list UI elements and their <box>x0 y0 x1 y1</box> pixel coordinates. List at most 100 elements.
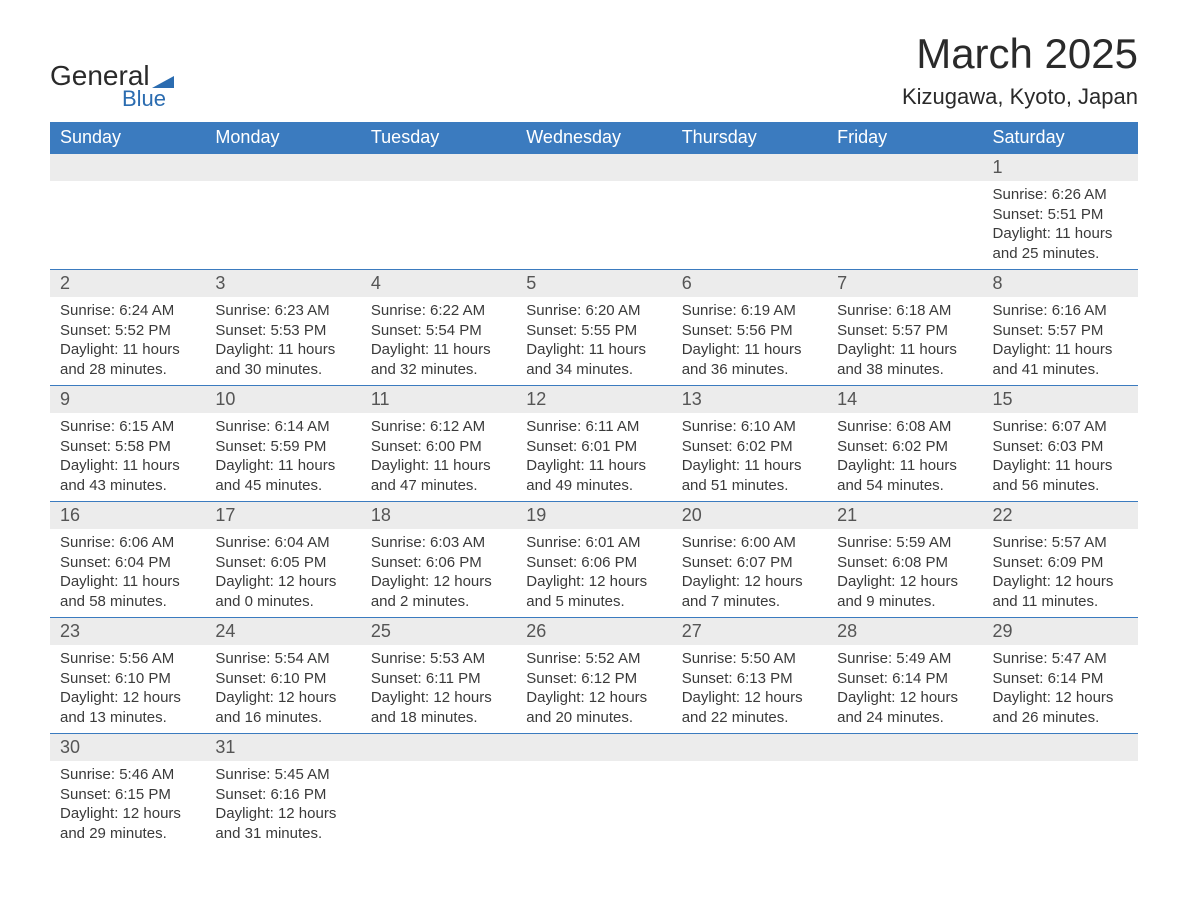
day-number: 8 <box>983 270 1138 297</box>
sunset-line: Sunset: 6:01 PM <box>526 437 661 457</box>
day-number: 4 <box>361 270 516 297</box>
day-content <box>516 181 671 251</box>
day-number: 2 <box>50 270 205 297</box>
sunset-line: Sunset: 5:57 PM <box>993 321 1128 341</box>
sunrise-line: Sunrise: 5:57 AM <box>993 533 1128 553</box>
weekday-header: Wednesday <box>516 122 671 154</box>
calendar-day-cell: 9Sunrise: 6:15 AMSunset: 5:58 PMDaylight… <box>50 386 205 502</box>
day-number: 19 <box>516 502 671 529</box>
calendar-week-row: 9Sunrise: 6:15 AMSunset: 5:58 PMDaylight… <box>50 386 1138 502</box>
sunset-line: Sunset: 6:02 PM <box>682 437 817 457</box>
day-number <box>361 734 516 761</box>
sunset-line: Sunset: 6:09 PM <box>993 553 1128 573</box>
day-content: Sunrise: 5:54 AMSunset: 6:10 PMDaylight:… <box>205 645 360 733</box>
day-number: 29 <box>983 618 1138 645</box>
day-content: Sunrise: 6:10 AMSunset: 6:02 PMDaylight:… <box>672 413 827 501</box>
sunset-line: Sunset: 5:56 PM <box>682 321 817 341</box>
day-content: Sunrise: 5:59 AMSunset: 6:08 PMDaylight:… <box>827 529 982 617</box>
sunrise-line: Sunrise: 5:52 AM <box>526 649 661 669</box>
sunset-line: Sunset: 6:05 PM <box>215 553 350 573</box>
daylight-line: Daylight: 11 hours and 43 minutes. <box>60 456 195 495</box>
daylight-line: Daylight: 11 hours and 49 minutes. <box>526 456 661 495</box>
sunset-line: Sunset: 6:02 PM <box>837 437 972 457</box>
sunset-line: Sunset: 6:11 PM <box>371 669 506 689</box>
day-content <box>50 181 205 251</box>
day-content: Sunrise: 5:56 AMSunset: 6:10 PMDaylight:… <box>50 645 205 733</box>
day-content: Sunrise: 6:20 AMSunset: 5:55 PMDaylight:… <box>516 297 671 385</box>
sunrise-line: Sunrise: 6:20 AM <box>526 301 661 321</box>
sunset-line: Sunset: 6:16 PM <box>215 785 350 805</box>
daylight-line: Daylight: 12 hours and 7 minutes. <box>682 572 817 611</box>
daylight-line: Daylight: 12 hours and 24 minutes. <box>837 688 972 727</box>
day-number: 14 <box>827 386 982 413</box>
sunrise-line: Sunrise: 5:53 AM <box>371 649 506 669</box>
daylight-line: Daylight: 11 hours and 41 minutes. <box>993 340 1128 379</box>
daylight-line: Daylight: 11 hours and 28 minutes. <box>60 340 195 379</box>
daylight-line: Daylight: 11 hours and 25 minutes. <box>993 224 1128 263</box>
day-number <box>516 154 671 181</box>
day-number: 5 <box>516 270 671 297</box>
calendar-week-row: 30Sunrise: 5:46 AMSunset: 6:15 PMDayligh… <box>50 734 1138 850</box>
sunset-line: Sunset: 5:53 PM <box>215 321 350 341</box>
sunrise-line: Sunrise: 5:59 AM <box>837 533 972 553</box>
day-content: Sunrise: 5:49 AMSunset: 6:14 PMDaylight:… <box>827 645 982 733</box>
day-content: Sunrise: 6:22 AMSunset: 5:54 PMDaylight:… <box>361 297 516 385</box>
sunset-line: Sunset: 6:06 PM <box>371 553 506 573</box>
calendar-day-cell: 3Sunrise: 6:23 AMSunset: 5:53 PMDaylight… <box>205 270 360 386</box>
calendar-body: 1Sunrise: 6:26 AMSunset: 5:51 PMDaylight… <box>50 154 1138 850</box>
day-content: Sunrise: 6:18 AMSunset: 5:57 PMDaylight:… <box>827 297 982 385</box>
calendar-day-cell <box>205 154 360 270</box>
day-number <box>827 734 982 761</box>
day-content: Sunrise: 6:14 AMSunset: 5:59 PMDaylight:… <box>205 413 360 501</box>
calendar-day-cell: 22Sunrise: 5:57 AMSunset: 6:09 PMDayligh… <box>983 502 1138 618</box>
calendar-day-cell: 26Sunrise: 5:52 AMSunset: 6:12 PMDayligh… <box>516 618 671 734</box>
day-content: Sunrise: 6:24 AMSunset: 5:52 PMDaylight:… <box>50 297 205 385</box>
daylight-line: Daylight: 12 hours and 18 minutes. <box>371 688 506 727</box>
day-number: 26 <box>516 618 671 645</box>
calendar-week-row: 2Sunrise: 6:24 AMSunset: 5:52 PMDaylight… <box>50 270 1138 386</box>
sunset-line: Sunset: 6:15 PM <box>60 785 195 805</box>
day-content <box>516 761 671 831</box>
day-content <box>827 761 982 831</box>
calendar-day-cell: 20Sunrise: 6:00 AMSunset: 6:07 PMDayligh… <box>672 502 827 618</box>
day-content: Sunrise: 6:03 AMSunset: 6:06 PMDaylight:… <box>361 529 516 617</box>
calendar-day-cell: 18Sunrise: 6:03 AMSunset: 6:06 PMDayligh… <box>361 502 516 618</box>
day-content: Sunrise: 6:15 AMSunset: 5:58 PMDaylight:… <box>50 413 205 501</box>
day-content: Sunrise: 6:08 AMSunset: 6:02 PMDaylight:… <box>827 413 982 501</box>
calendar-day-cell <box>50 154 205 270</box>
daylight-line: Daylight: 11 hours and 32 minutes. <box>371 340 506 379</box>
day-number <box>983 734 1138 761</box>
day-number: 6 <box>672 270 827 297</box>
day-content: Sunrise: 6:26 AMSunset: 5:51 PMDaylight:… <box>983 181 1138 269</box>
day-number <box>50 154 205 181</box>
calendar-day-cell: 6Sunrise: 6:19 AMSunset: 5:56 PMDaylight… <box>672 270 827 386</box>
page-title: March 2025 <box>902 30 1138 78</box>
day-number: 16 <box>50 502 205 529</box>
sunset-line: Sunset: 6:03 PM <box>993 437 1128 457</box>
day-number: 15 <box>983 386 1138 413</box>
day-content <box>672 181 827 251</box>
sunset-line: Sunset: 6:14 PM <box>837 669 972 689</box>
sunrise-line: Sunrise: 5:49 AM <box>837 649 972 669</box>
daylight-line: Daylight: 12 hours and 16 minutes. <box>215 688 350 727</box>
day-number: 11 <box>361 386 516 413</box>
daylight-line: Daylight: 11 hours and 36 minutes. <box>682 340 817 379</box>
day-number <box>827 154 982 181</box>
sunset-line: Sunset: 5:52 PM <box>60 321 195 341</box>
day-number: 22 <box>983 502 1138 529</box>
calendar-day-cell: 12Sunrise: 6:11 AMSunset: 6:01 PMDayligh… <box>516 386 671 502</box>
sunrise-line: Sunrise: 6:22 AM <box>371 301 506 321</box>
sunset-line: Sunset: 6:08 PM <box>837 553 972 573</box>
calendar-day-cell: 24Sunrise: 5:54 AMSunset: 6:10 PMDayligh… <box>205 618 360 734</box>
brand-logo: General Blue <box>50 30 174 112</box>
day-number <box>205 154 360 181</box>
sunrise-line: Sunrise: 6:26 AM <box>993 185 1128 205</box>
day-number: 31 <box>205 734 360 761</box>
day-number <box>361 154 516 181</box>
sunset-line: Sunset: 6:12 PM <box>526 669 661 689</box>
daylight-line: Daylight: 12 hours and 5 minutes. <box>526 572 661 611</box>
daylight-line: Daylight: 12 hours and 9 minutes. <box>837 572 972 611</box>
day-number: 12 <box>516 386 671 413</box>
day-content: Sunrise: 5:46 AMSunset: 6:15 PMDaylight:… <box>50 761 205 849</box>
calendar-day-cell <box>983 734 1138 850</box>
